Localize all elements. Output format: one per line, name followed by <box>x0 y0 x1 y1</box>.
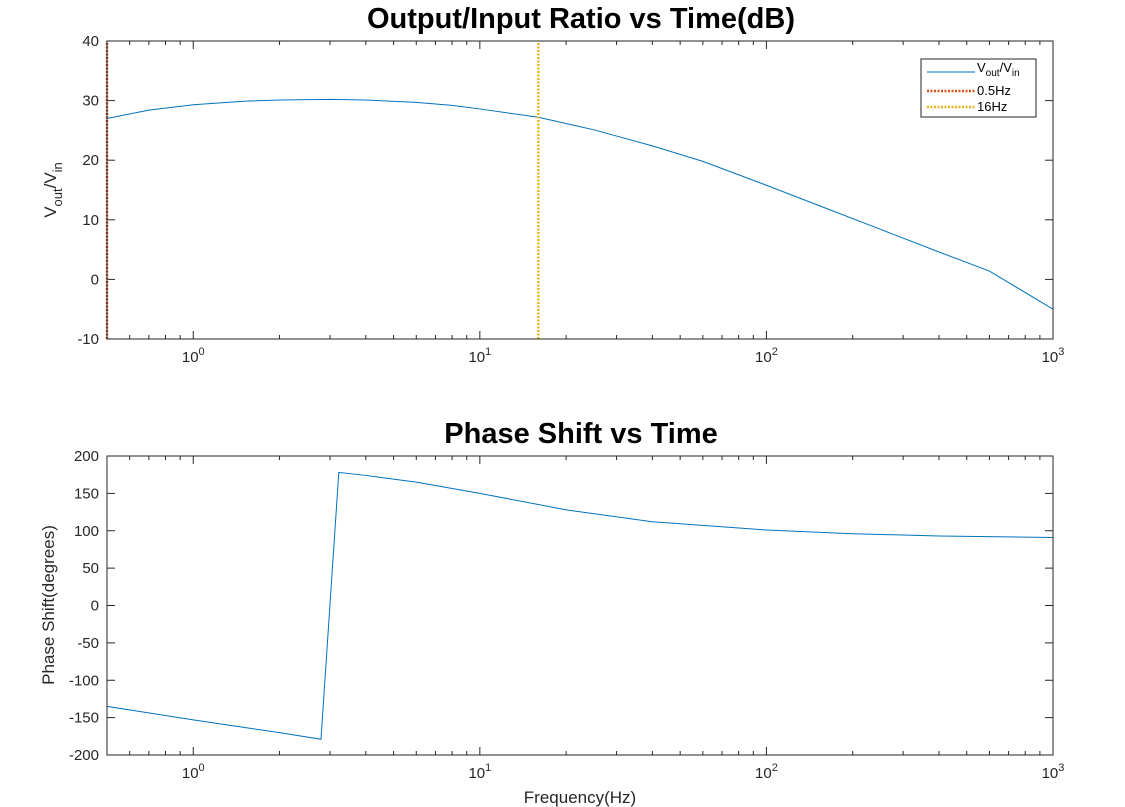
magnitude-plot-area <box>107 41 1053 339</box>
phase-plot-area <box>107 456 1053 755</box>
magnitude-y-tick-label: 30 <box>82 93 99 110</box>
phase-y-tick-label: 50 <box>82 560 99 577</box>
phase-x-axis-label: Frequency(Hz) <box>524 788 636 807</box>
phase-y-tick-label: 150 <box>74 485 99 502</box>
magnitude-chart-title: Output/Input Ratio vs Time(dB) <box>367 3 795 35</box>
magnitude-y-tick-label: 10 <box>82 212 99 229</box>
magnitude-legend: Vout/Vin 0.5Hz 16Hz <box>920 58 1037 118</box>
phase-series-0-line <box>106 471 1054 740</box>
phase-y-tick-label: -100 <box>69 672 99 689</box>
legend-box <box>920 58 1037 118</box>
phase-y-tick-label: 200 <box>74 448 99 465</box>
phase-y-axis-label: Phase Shift(degrees) <box>39 525 58 685</box>
phase-y-tick-label: 100 <box>74 523 99 540</box>
magnitude-series-0-line <box>106 98 1054 310</box>
phase-plot-frame <box>106 455 1054 756</box>
phase-y-tick-label: 0 <box>91 598 99 615</box>
magnitude-y-tick-label: 20 <box>82 152 99 169</box>
phase-y-tick-label: -200 <box>69 747 99 764</box>
legend-label-16hz: 16Hz <box>977 99 1007 114</box>
magnitude-y-tick-label: -10 <box>77 331 99 348</box>
magnitude-y-tick-label: 0 <box>91 271 99 288</box>
magnitude-subplot: Output/Input Ratio vs Time(dB) 100 101 102… <box>41 3 1064 366</box>
magnitude-plot-frame <box>106 40 1054 340</box>
legend-label-0-5hz: 0.5Hz <box>977 83 1011 98</box>
phase-chart-title: Phase Shift vs Time <box>444 418 717 450</box>
phase-subplot: Phase Shift vs Time 100 101 102 103-200-150… <box>39 418 1064 807</box>
phase-y-tick-label: -50 <box>77 635 99 652</box>
phase-series <box>106 471 1054 740</box>
phase-y-tick-label: -150 <box>69 710 99 727</box>
magnitude-y-tick-label: 40 <box>82 33 99 50</box>
